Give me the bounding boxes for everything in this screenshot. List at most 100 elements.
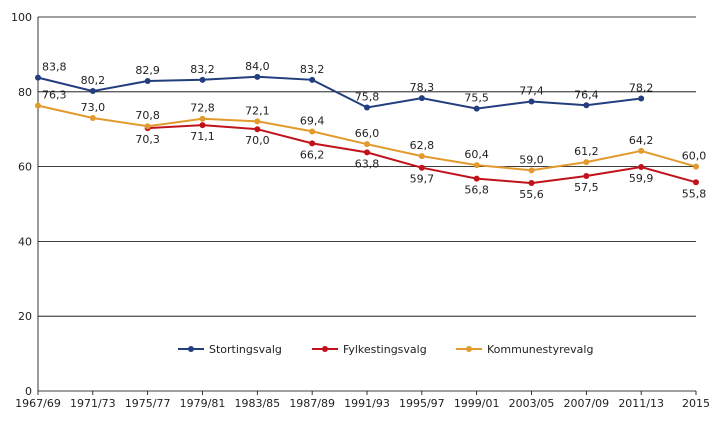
data-label: 78,3 — [410, 81, 435, 94]
data-point — [309, 76, 316, 83]
x-tick-label: 1987/89 — [289, 397, 335, 410]
data-point — [35, 102, 41, 109]
data-labels: 83,8 80,2 82,9 83,2 84,0 83,2 75,8 78,3 75,5 77,4… — [42, 60, 706, 201]
y-tick-label: 80 — [18, 86, 32, 99]
data-label: 82,9 — [135, 64, 160, 77]
series — [35, 73, 699, 187]
x-tick-label: 1971/73 — [70, 397, 116, 410]
data-point — [364, 104, 370, 111]
data-point — [254, 126, 261, 133]
x-tick-label: 1975/77 — [125, 397, 171, 410]
data-label: 78,2 — [629, 82, 654, 95]
data-label: 56,8 — [464, 184, 489, 197]
data-point — [199, 115, 206, 122]
legend-label: Fylkestingsvalg — [343, 343, 427, 356]
data-label: 83,2 — [190, 63, 215, 76]
legend-item-stortingsvalg: Stortingsvalg — [178, 343, 282, 356]
legend-label: Kommunestyrevalg — [487, 343, 593, 356]
y-tick-label: 40 — [18, 235, 32, 248]
x-tick-label: 2003/05 — [509, 397, 555, 410]
data-label: 83,8 — [42, 61, 67, 74]
data-label: 66,2 — [300, 148, 325, 161]
legend-swatch-marker — [188, 346, 194, 352]
data-label: 80,2 — [81, 74, 106, 87]
x-tick-label: 2011/13 — [618, 397, 664, 410]
data-point — [199, 76, 206, 83]
data-label: 70,0 — [245, 134, 270, 147]
data-point — [693, 179, 699, 186]
y-tick-label: 100 — [11, 11, 32, 24]
data-label: 57,5 — [574, 181, 599, 194]
data-point — [418, 95, 425, 102]
data-point — [254, 118, 261, 125]
data-label: 60,4 — [464, 148, 489, 161]
x-tick-label: 1967/69 — [15, 397, 61, 410]
series-kommunestyrevalg — [35, 102, 699, 174]
data-label: 76,3 — [42, 89, 67, 102]
data-label: 55,6 — [519, 188, 544, 201]
x-tick-label: 2015 — [682, 397, 710, 410]
data-point — [418, 164, 425, 171]
data-label: 69,4 — [300, 114, 325, 127]
legend-item-kommunestyrevalg: Kommunestyrevalg — [456, 343, 593, 356]
x-tick-label: 1979/81 — [180, 397, 226, 410]
data-point — [528, 167, 535, 174]
data-point — [638, 147, 645, 154]
data-label: 59,7 — [410, 173, 435, 186]
data-label: 77,4 — [519, 85, 544, 98]
axes: 0 20 40 60 80 100 1967/69 1971/73 1975/77 1979/81… — [11, 11, 710, 410]
data-label: 73,0 — [81, 101, 106, 114]
data-point — [364, 149, 370, 156]
x-tick-label: 1991/93 — [344, 397, 390, 410]
data-point — [254, 73, 261, 80]
data-point — [144, 123, 151, 130]
data-label: 63,8 — [355, 157, 380, 170]
data-point — [473, 175, 480, 182]
data-label: 55,8 — [682, 187, 707, 200]
data-label: 59,9 — [629, 172, 654, 185]
data-label: 60,0 — [682, 150, 707, 163]
y-tick-label: 20 — [18, 310, 32, 323]
data-point — [35, 74, 41, 81]
data-label: 64,2 — [629, 134, 654, 147]
data-point — [638, 163, 645, 170]
y-tick-label: 0 — [25, 385, 32, 398]
data-point — [473, 105, 480, 112]
data-point — [309, 128, 316, 135]
data-point — [583, 102, 590, 109]
data-point — [144, 77, 151, 84]
data-label: 84,0 — [245, 60, 270, 73]
legend-swatch-marker — [466, 346, 472, 352]
data-label: 72,1 — [245, 104, 270, 117]
legend-item-fylkestingsvalg: Fylkestingsvalg — [312, 343, 427, 356]
x-tick-label: 1999/01 — [454, 397, 500, 410]
data-point — [473, 162, 480, 169]
data-point — [418, 153, 425, 160]
data-label: 76,4 — [574, 88, 599, 101]
x-tick-label: 1983/85 — [234, 397, 280, 410]
data-label: 66,0 — [355, 127, 380, 140]
data-label: 75,5 — [464, 92, 489, 105]
y-tick-label: 60 — [18, 161, 32, 174]
data-label: 72,8 — [190, 102, 215, 115]
data-label: 70,3 — [135, 133, 160, 146]
data-point — [89, 88, 96, 95]
data-point — [638, 95, 645, 102]
data-point — [364, 141, 370, 148]
x-tick-label: 1995/97 — [399, 397, 445, 410]
data-label: 70,8 — [135, 109, 160, 122]
data-point — [89, 114, 96, 121]
data-point — [528, 180, 535, 187]
data-label: 83,2 — [300, 63, 325, 76]
data-point — [583, 172, 590, 179]
data-point — [583, 159, 590, 166]
series-line — [37, 75, 642, 110]
data-label: 71,1 — [190, 130, 215, 143]
legend: Stortingsvalg Fylkestingsvalg Kommunestyre… — [178, 343, 593, 356]
data-point — [199, 122, 206, 129]
data-label: 59,0 — [519, 153, 544, 166]
series-stortingsvalg — [35, 73, 645, 112]
data-label: 61,2 — [574, 145, 599, 158]
legend-swatch-marker — [322, 346, 328, 352]
